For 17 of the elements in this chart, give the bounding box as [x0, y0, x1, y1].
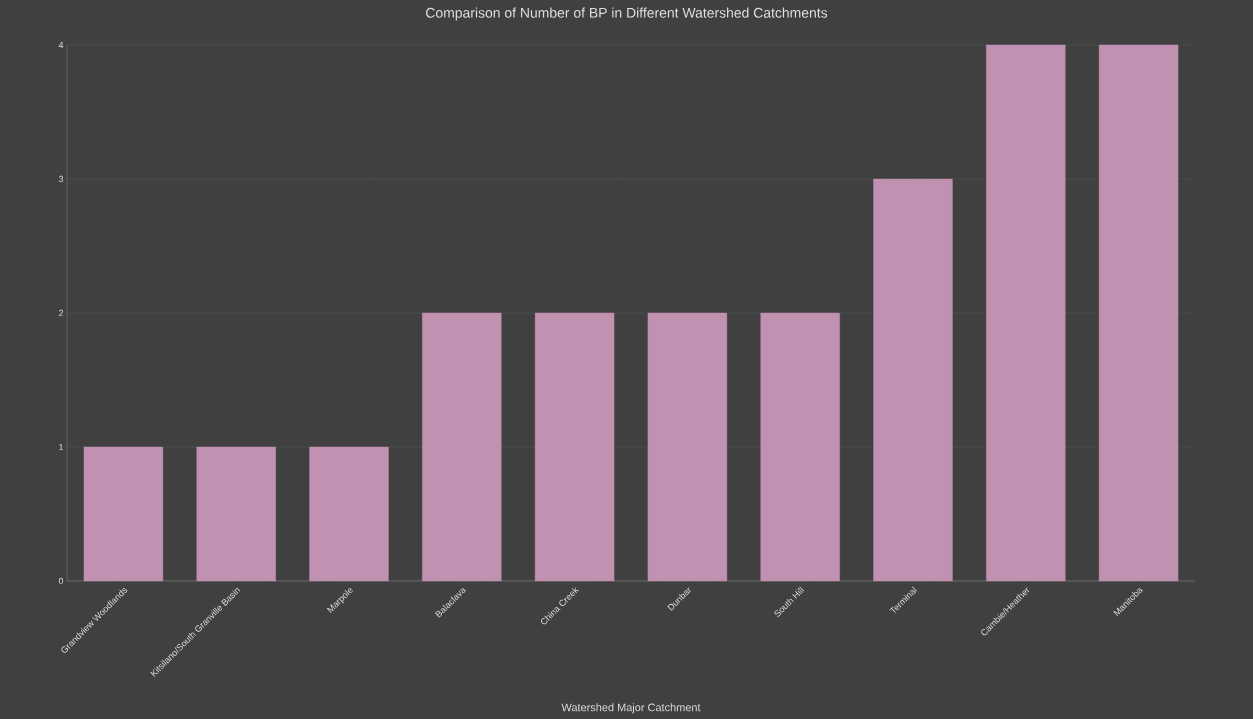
bar: [422, 312, 502, 582]
bar: [647, 312, 728, 582]
bar: [873, 178, 953, 582]
bar: [534, 312, 615, 582]
y-tick-label: 4: [58, 41, 64, 49]
bar: [309, 446, 389, 582]
bar: [196, 446, 276, 582]
y-tick-label: 2: [58, 309, 64, 317]
chart-title: Comparison of Number of BP in Different Watershed Catchments: [426, 7, 828, 21]
x-axis-title: Watershed Major Catchment: [561, 703, 701, 714]
bar: [1098, 44, 1179, 582]
y-tick-label: 0: [58, 577, 64, 585]
bar: [83, 446, 164, 582]
bar: [760, 312, 840, 582]
y-tick-label: 1: [59, 443, 64, 451]
y-tick-label: 3: [58, 175, 64, 183]
bar: [986, 44, 1066, 582]
